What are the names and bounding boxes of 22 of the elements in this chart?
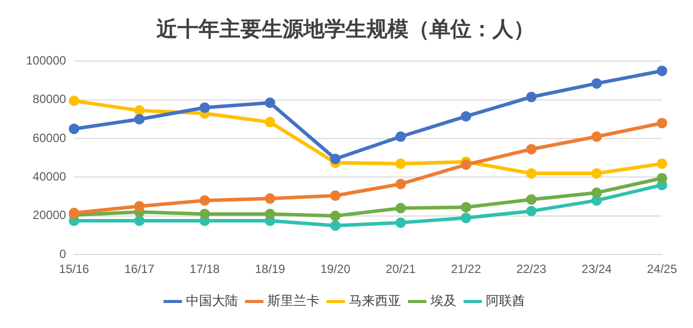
legend-label: 中国大陆 <box>186 293 238 308</box>
x-tick-label: 22/23 <box>516 262 547 276</box>
y-tick-label: 40000 <box>32 170 66 184</box>
x-tick-label: 15/16 <box>59 262 90 276</box>
x-tick-label: 21/22 <box>450 262 482 276</box>
y-tick-label: 20000 <box>32 208 66 222</box>
x-tick-label: 19/20 <box>320 262 351 276</box>
chart-title: 近十年主要生源地学生规模（单位：人） <box>156 16 534 42</box>
y-tick-label: 0 <box>59 246 66 261</box>
y-tick-label: 80000 <box>32 92 66 106</box>
legend-label: 埃及 <box>429 293 456 308</box>
x-tick-label: 17/18 <box>190 262 220 276</box>
x-tick-label: 16/17 <box>124 262 155 276</box>
legend-label: 马来西亚 <box>348 293 401 308</box>
legend-label: 斯里兰卡 <box>267 293 320 308</box>
x-tick-label: 24/25 <box>646 262 678 276</box>
y-tick-label: 60000 <box>32 130 66 145</box>
x-tick-label: 23/24 <box>582 262 612 276</box>
legend-label: 阿联酋 <box>486 293 525 308</box>
y-tick-label: 100000 <box>26 54 66 68</box>
x-tick-label: 20/21 <box>386 262 416 276</box>
x-tick-label: 18/19 <box>255 262 286 276</box>
